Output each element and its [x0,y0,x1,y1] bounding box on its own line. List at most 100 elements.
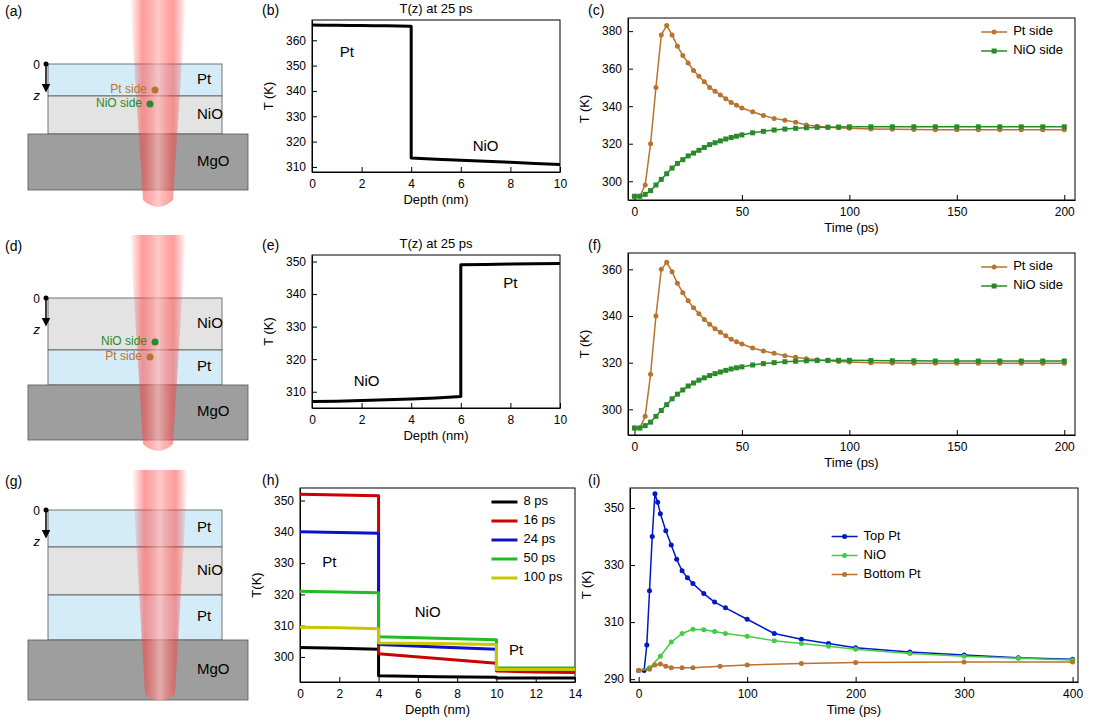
series-line [639,494,1073,671]
data-point [691,151,696,156]
y-tick: 320 [286,353,317,367]
panel-label: (b) [262,2,279,18]
tick-label: 14 [569,687,583,701]
legend-label: 100 ps [523,569,563,584]
tick-mark [628,144,633,145]
x-tick: 100 [738,677,758,701]
legend-item: 8 ps [491,493,548,508]
x-tick: 4 [376,677,383,701]
tick-mark [1064,430,1065,435]
tick-label: 310 [274,619,294,633]
data-point [1040,124,1045,129]
data-point [718,370,723,375]
data-point [782,359,787,364]
data-point [643,182,648,187]
data-point [1016,656,1021,661]
data-point [847,124,852,129]
data-point [652,491,657,496]
y-axis-line [300,489,301,683]
data-point [648,420,653,425]
tick-mark [628,106,633,107]
x-tick: 200 [1055,195,1075,219]
layer [48,96,222,134]
tick-mark [630,622,635,623]
data-point [853,660,858,665]
tick-label: 350 [274,494,294,508]
data-point [670,269,675,274]
x-axis-title: Time (ps) [824,220,878,235]
legend-swatch [491,558,517,561]
series-line [312,25,560,164]
tick-mark [747,677,748,682]
tick-label: 310 [604,615,624,629]
tick-mark [312,66,317,67]
data-point [911,358,916,363]
data-point [690,581,695,586]
tick-label: 0 [632,440,639,454]
data-point [637,426,642,431]
y-tick: 310 [286,160,317,174]
tick-mark [300,563,305,564]
tick-mark [300,501,305,502]
tick-mark [849,195,850,200]
data-point [675,281,680,286]
tick-mark [639,677,640,682]
tick-mark [634,430,635,435]
layer-label: MgO [197,660,230,677]
legend-swatch [491,520,517,523]
x-tick: 0 [632,430,639,454]
data-point [815,358,820,363]
data-point [772,631,777,636]
y-tick: 340 [602,309,633,323]
data-point [669,665,674,670]
chart-title: T(z) at 25 ps [400,1,473,16]
probe-point [152,339,159,346]
tick-mark [312,91,317,92]
x-tick: 100 [840,430,860,454]
x-tick: 12 [530,677,544,701]
y-tick: 300 [274,650,305,664]
data-point [691,380,696,385]
data-point [750,109,755,114]
annotation: NiO [354,372,380,389]
plot-area [632,23,1067,199]
data-point [655,500,660,505]
data-point [707,373,712,378]
data-point [772,638,777,643]
y-tick: 310 [286,385,317,399]
tick-label: 350 [286,59,306,73]
data-point [1062,359,1067,364]
layer-label: MgO [197,152,230,169]
tick-label: 340 [286,84,306,98]
data-point [1070,660,1075,665]
data-point [652,662,657,667]
plot-frame [300,488,575,682]
data-point [680,665,685,670]
data-point [825,358,830,363]
x-axis-title: Time (ps) [827,702,881,717]
panel-label: (i) [588,472,600,488]
tick-label: 150 [947,440,967,454]
data-point [847,358,852,363]
data-point [669,640,674,645]
data-point [713,326,718,331]
data-point [701,591,706,596]
data-point [707,142,712,147]
data-point [815,357,820,362]
legend-label: NiO side [1013,42,1063,57]
tick-mark [630,679,635,680]
data-point [696,378,701,383]
tick-mark [312,262,317,263]
legend-item: 16 ps [491,512,555,527]
tick-label: 0 [632,205,639,219]
probe-label: NiO side [96,96,142,110]
tick-label: 2 [359,177,366,191]
legend-swatch [491,577,517,580]
tick-label: 0 [636,687,643,701]
data-point [690,627,695,632]
tick-mark [560,403,561,408]
depth-arrow [45,298,47,325]
plot-frame [312,255,560,408]
data-point [836,125,841,130]
data-point [718,138,723,143]
